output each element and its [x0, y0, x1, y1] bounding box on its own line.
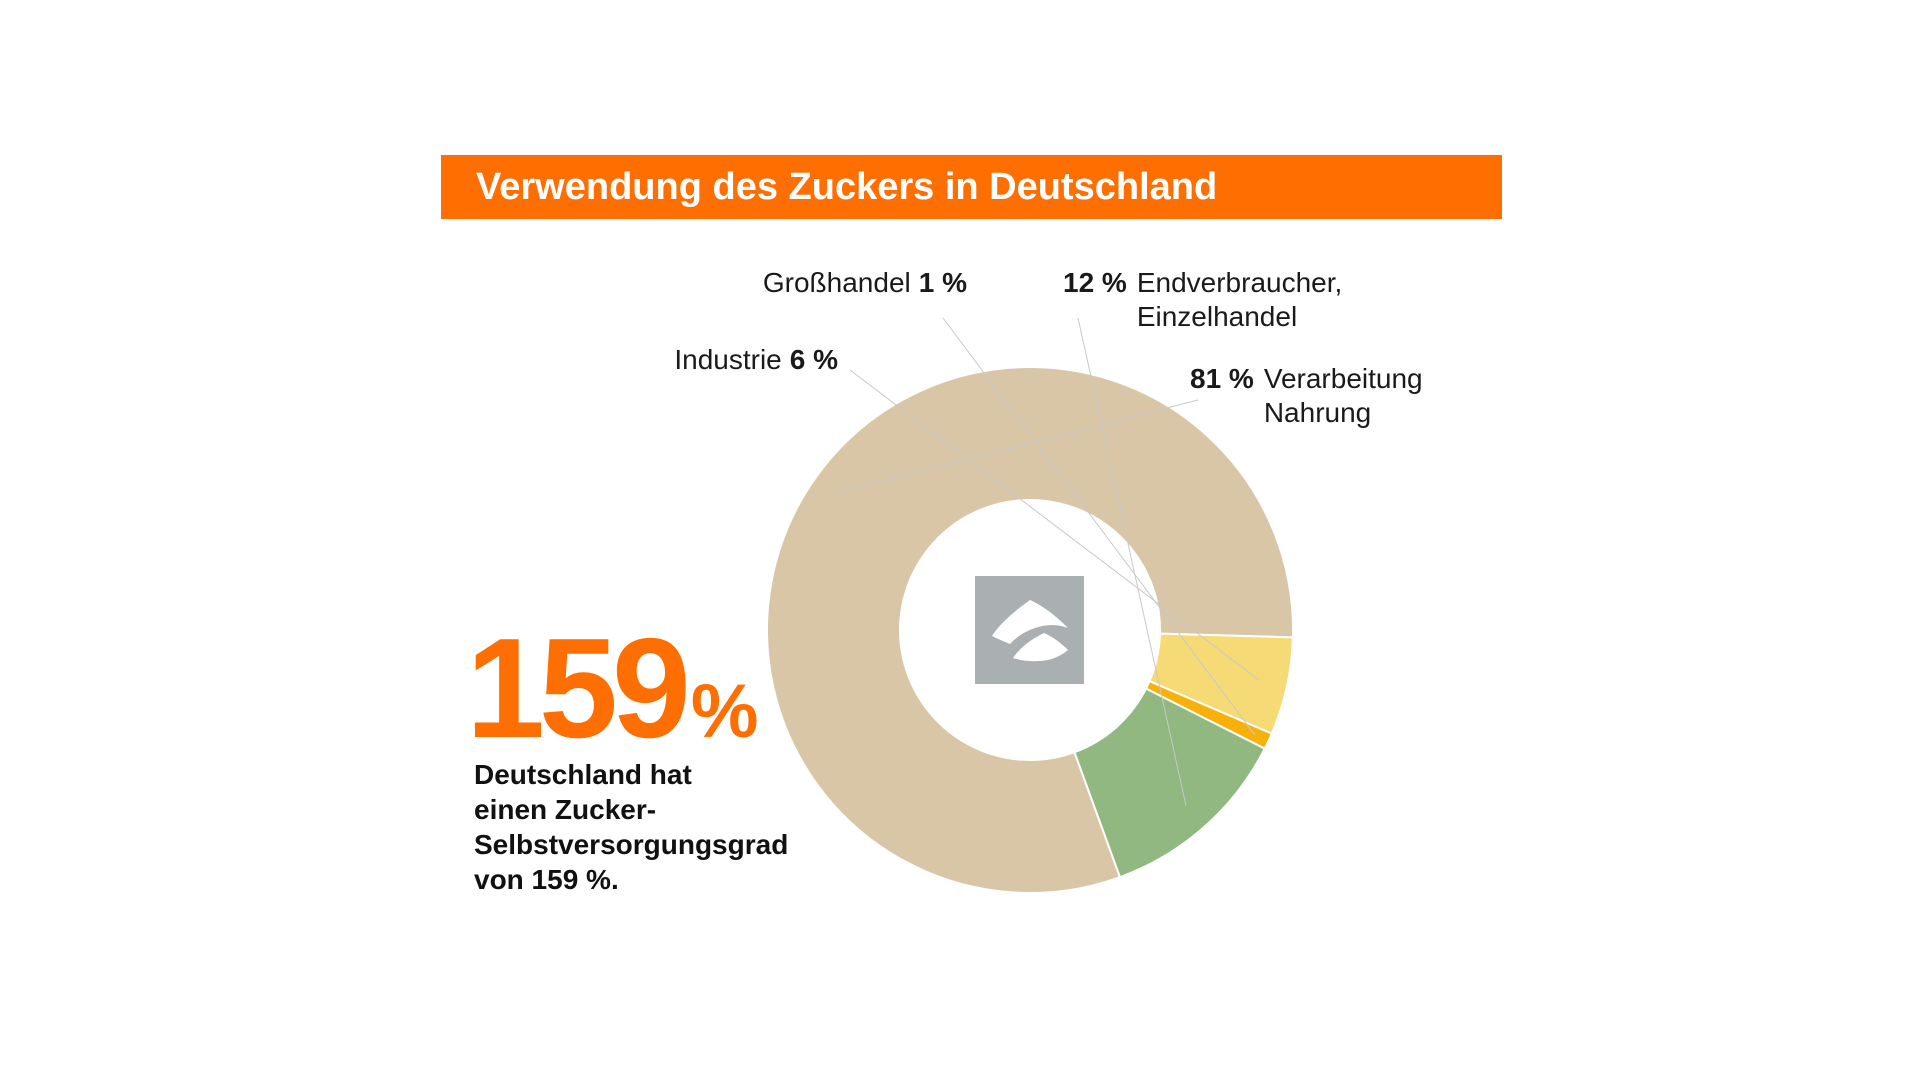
- note-line: Selbstversorgungsgrad: [474, 829, 789, 860]
- slice-label: Industrie 6 %: [674, 344, 838, 375]
- donut-slice: [1073, 687, 1267, 879]
- chart-title: Verwendung des Zuckers in Deutschland: [476, 166, 1218, 208]
- self-sufficiency-unit: %: [690, 669, 759, 754]
- slice-name-line: Einzelhandel: [1137, 301, 1297, 332]
- leader-line: [849, 369, 1260, 681]
- leader-line: [1077, 317, 1187, 806]
- self-sufficiency-value: 159%: [466, 618, 759, 760]
- leader-line: [942, 317, 1256, 736]
- slice-label: Großhandel 1 %: [763, 267, 967, 298]
- note-line: einen Zucker-: [474, 794, 657, 825]
- chart-slices: [766, 366, 1294, 894]
- slice-value: 1 %: [919, 267, 967, 298]
- title-banner: Verwendung des Zuckers in Deutschland: [441, 155, 1502, 219]
- note-line: von 159 %.: [474, 864, 619, 895]
- slice-value: 81 %: [1190, 363, 1254, 394]
- slice-value: 12 %: [1063, 267, 1127, 298]
- slice-label: 12 % Endverbraucher,: [1063, 267, 1342, 298]
- slice-name-line: Nahrung: [1264, 397, 1371, 428]
- label-leader-lines: [839, 317, 1260, 806]
- donut-slice: [766, 366, 1294, 894]
- slice-label: 81 % Verarbeitung: [1190, 363, 1423, 394]
- self-sufficiency-note: Deutschland hat einen Zucker- Selbstvers…: [474, 757, 854, 897]
- sugar-pile-icon: [975, 576, 1084, 684]
- slice-value: 6 %: [790, 344, 838, 375]
- slice-name: Endverbraucher,: [1137, 267, 1342, 298]
- slice-name: Großhandel: [763, 267, 911, 298]
- note-line: Deutschland hat: [474, 759, 692, 790]
- self-sufficiency-number: 159: [466, 609, 691, 768]
- slice-name: Industrie: [674, 344, 781, 375]
- slice-name: Verarbeitung: [1264, 363, 1423, 394]
- leader-line: [839, 399, 1199, 494]
